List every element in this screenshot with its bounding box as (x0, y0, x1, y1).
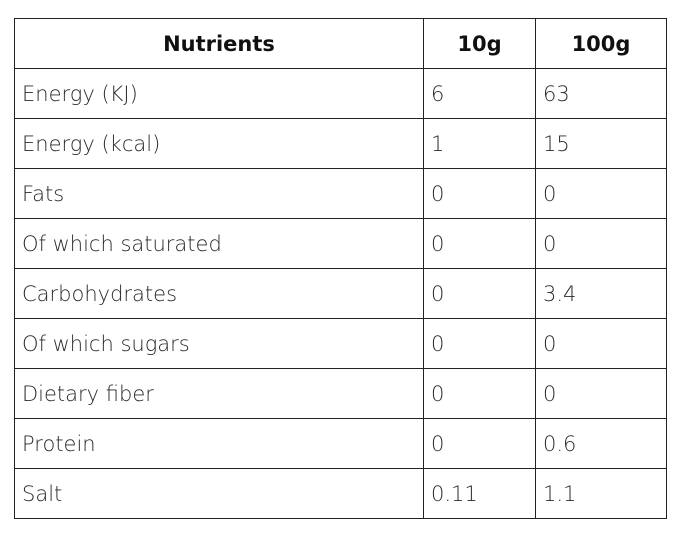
nutrient-value: 0.11 (423, 468, 536, 519)
header-cell: Nutrients (14, 18, 424, 69)
table-row: Salt 0.11 1.1 (14, 468, 667, 519)
nutrient-name: Of which saturated (14, 218, 424, 269)
nutrient-name: Protein (14, 418, 424, 469)
nutrient-value: 0 (535, 168, 667, 219)
table-row: Protein 0 0.6 (14, 418, 667, 469)
nutrient-value: 63 (535, 68, 667, 119)
nutrient-value: 0 (423, 318, 536, 369)
table-row: Fats 0 0 (14, 168, 667, 219)
nutrient-value: 1.1 (535, 468, 667, 519)
nutrient-name: Carbohydrates (14, 268, 424, 319)
nutrient-value: 0 (535, 318, 667, 369)
nutrient-value: 6 (423, 68, 536, 119)
nutrient-value: 15 (535, 118, 667, 169)
nutrient-value: 3.4 (535, 268, 667, 319)
table-row: Dietary fiber 0 0 (14, 368, 667, 419)
nutrient-value: 0.6 (535, 418, 667, 469)
table-row: Of which saturated 0 0 (14, 218, 667, 269)
header-cell: 100g (535, 18, 667, 69)
nutrient-value: 0 (535, 218, 667, 269)
nutrition-table: Nutrients 10g 100g Energy (KJ) 6 63 Energy (k… (14, 18, 667, 519)
nutrient-value: 1 (423, 118, 536, 169)
nutrient-name: Of which sugars (14, 318, 424, 369)
nutrient-name: Fats (14, 168, 424, 219)
nutrient-value: 0 (423, 218, 536, 269)
table-row: Carbohydrates 0 3.4 (14, 268, 667, 319)
nutrient-name: Dietary fiber (14, 368, 424, 419)
nutrient-name: Energy (KJ) (14, 68, 424, 119)
nutrient-value: 0 (423, 418, 536, 469)
table-row: Of which sugars 0 0 (14, 318, 667, 369)
table-row: Energy (kcal) 1 15 (14, 118, 667, 169)
nutrient-value: 0 (423, 368, 536, 419)
header-cell: 10g (423, 18, 536, 69)
header-row: Nutrients 10g 100g (14, 18, 667, 69)
nutrient-name: Energy (kcal) (14, 118, 424, 169)
nutrient-name: Salt (14, 468, 424, 519)
table-row: Energy (KJ) 6 63 (14, 68, 667, 119)
nutrient-value: 0 (535, 368, 667, 419)
nutrient-value: 0 (423, 168, 536, 219)
nutrient-value: 0 (423, 268, 536, 319)
